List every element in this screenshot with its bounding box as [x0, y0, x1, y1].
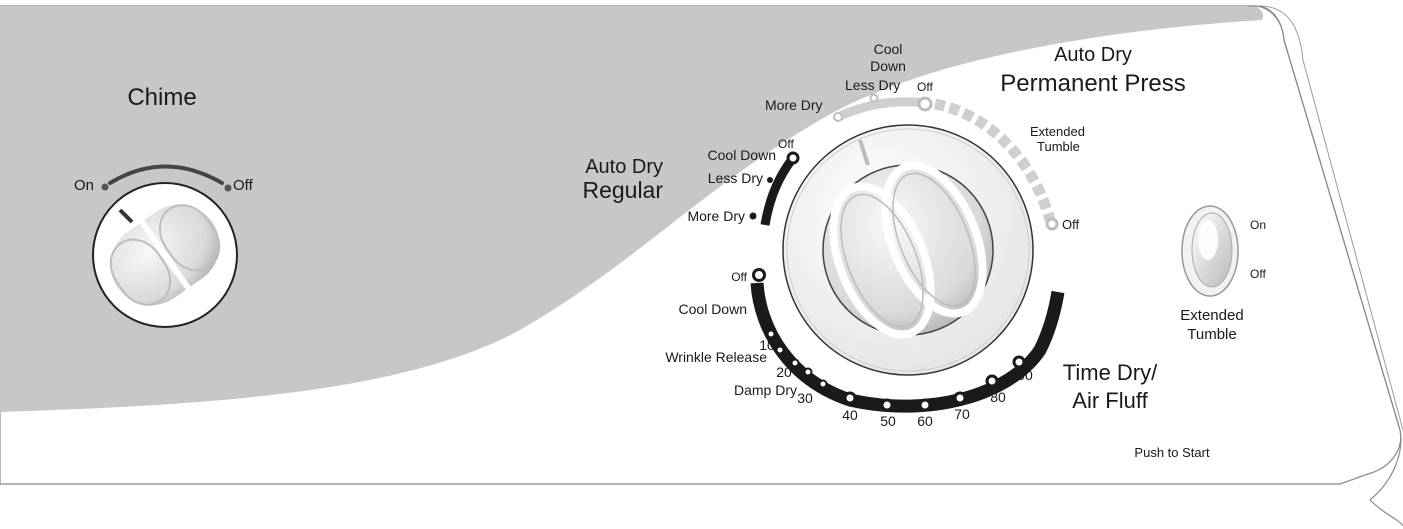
chime-on-dot	[101, 183, 109, 191]
minute-dot	[953, 391, 967, 405]
pp-extended-2: Tumble	[1037, 139, 1080, 154]
regular-more-dry: More Dry	[687, 208, 745, 224]
pp-extended-1: Extended	[1030, 124, 1085, 139]
minute-label: 80	[990, 389, 1006, 405]
minute-dot	[790, 358, 800, 368]
pp-less-dry: Less Dry	[845, 77, 900, 93]
chime-off-dot	[224, 184, 232, 192]
pp-off-top-dot	[917, 96, 933, 112]
td-off-dot	[752, 268, 766, 282]
minute-dot	[880, 398, 894, 412]
minute-label: 70	[954, 406, 970, 422]
et-off: Off	[1250, 267, 1266, 281]
push-to-start-label: Push to Start	[1134, 445, 1210, 460]
et-on: On	[1250, 218, 1266, 232]
pp-more-dry: More Dry	[765, 97, 823, 113]
minute-dot	[985, 374, 999, 388]
pp-title-1: Auto Dry	[1054, 44, 1132, 66]
chime-title: Chime	[127, 84, 196, 111]
minute-label: 60	[917, 413, 933, 429]
perm-press-dashed-band	[933, 98, 1056, 222]
chime-on-label: On	[74, 177, 94, 194]
extended-tumble-rocker-switch[interactable]	[1181, 205, 1239, 297]
td-wrinkle-release: Wrinkle Release	[665, 349, 767, 365]
cycle-selector-knob[interactable]	[782, 124, 1034, 376]
chime-knob[interactable]	[91, 182, 239, 328]
regular-off-dot	[786, 151, 800, 165]
pp-less-dry-dot	[869, 93, 879, 103]
perm-press-band	[836, 97, 926, 122]
regular-more-dry-dot	[749, 212, 757, 220]
et-title-2: Tumble	[1187, 326, 1236, 343]
pp-off-top: Off	[917, 80, 933, 94]
td-cool-down: Cool Down	[679, 301, 747, 317]
et-title-1: Extended	[1180, 307, 1243, 324]
regular-cool-down: Cool Down	[708, 147, 776, 163]
minute-dot	[818, 379, 828, 389]
td-damp-dry: Damp Dry	[734, 382, 797, 398]
minute-dot	[775, 345, 785, 355]
chime-arc	[108, 164, 224, 185]
chime-off-label: Off	[233, 177, 254, 194]
pp-off-end-dot	[1045, 217, 1059, 231]
td-title-1: Time Dry/	[1063, 360, 1158, 385]
minute-dot	[766, 329, 776, 339]
minute-dot	[843, 391, 857, 405]
pp-cool-2: Down	[870, 58, 906, 74]
minute-label: 20	[776, 364, 792, 380]
regular-title-2: Regular	[582, 177, 663, 203]
minute-label: 10	[759, 337, 775, 353]
td-title-2: Air Fluff	[1072, 388, 1148, 413]
regular-title-1: Auto Dry	[585, 156, 663, 178]
pp-more-dry-dot	[833, 112, 843, 122]
pp-title-2: Permanent Press	[1000, 70, 1185, 97]
pp-off-end: Off	[1062, 217, 1079, 232]
minute-label: 90	[1017, 367, 1033, 383]
minute-dot	[918, 398, 932, 412]
minute-label: 30	[797, 390, 813, 406]
minute-label: 50	[880, 413, 896, 429]
regular-less-dry: Less Dry	[708, 170, 763, 186]
regular-off: Off	[778, 137, 794, 151]
td-off: Off	[731, 270, 747, 284]
minute-dot	[1012, 355, 1026, 369]
panel-background	[0, 5, 1403, 527]
regular-less-dry-dot	[767, 177, 773, 183]
minute-dot	[803, 367, 813, 377]
minute-label: 40	[842, 407, 858, 423]
pp-cool-1: Cool	[874, 41, 903, 57]
